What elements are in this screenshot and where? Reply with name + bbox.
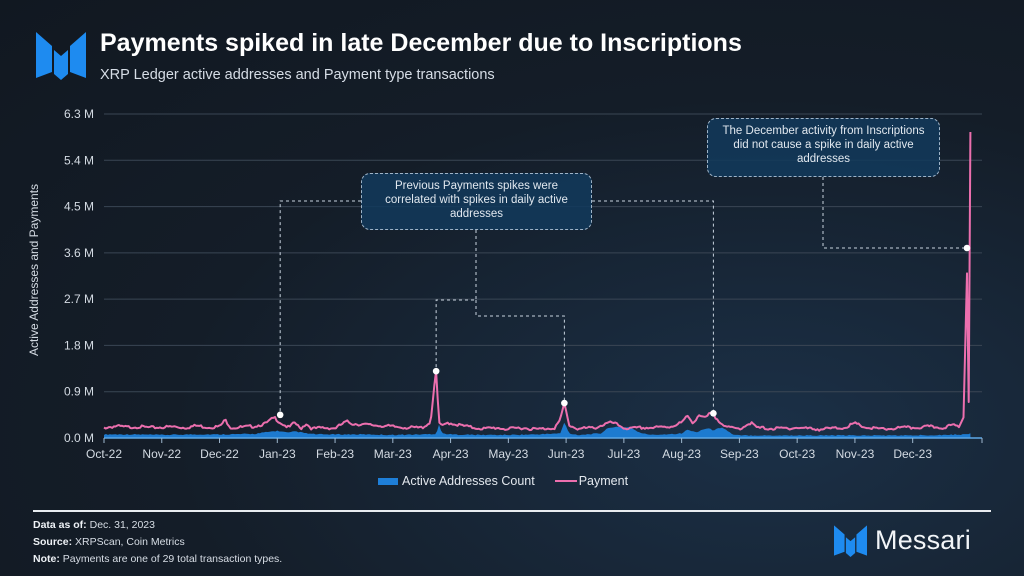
highlight-point — [710, 410, 717, 417]
x-tick-label: Apr-23 — [433, 447, 469, 461]
gridlines — [104, 113, 982, 393]
y-tick-label: 5.4 M — [64, 153, 94, 167]
x-tick-label: Nov-23 — [836, 447, 875, 461]
x-tick-label: Jul-23 — [608, 447, 641, 461]
x-tick-label: Feb-23 — [316, 447, 354, 461]
chart-title: Payments spiked in late December due to … — [100, 29, 742, 57]
highlight-point — [963, 244, 971, 252]
chart-area: 0.0 M 0.9 M 1.8 M 2.7 M 3.6 M 4.5 M 5.4 M 6.3 M… — [27, 107, 983, 461]
legend-label-payment: Payment — [578, 474, 629, 488]
y-tick-label: 4.5 M — [64, 200, 94, 214]
messari-logo-icon — [36, 32, 86, 80]
x-tick-label: Dec-22 — [200, 447, 239, 461]
x-tick-label: Sep-23 — [720, 447, 759, 461]
footer-notes: Data as of: Dec. 31, 2023 Source: XRPSca… — [33, 517, 282, 568]
y-tick-label: 1.8 M — [64, 338, 94, 352]
x-tick-label: May-23 — [488, 447, 528, 461]
x-axis-ticks: Oct-22 Nov-22 Dec-22 Jan-23 Feb-23 Mar-23 Apr-… — [86, 438, 983, 461]
highlight-point — [432, 367, 440, 375]
x-tick-label: Oct-23 — [779, 447, 815, 461]
x-tick-label: Jun-23 — [548, 447, 585, 461]
messari-brand-logo-icon — [834, 525, 867, 557]
x-tick-label: Oct-22 — [86, 447, 122, 461]
brand-mark: Messari — [834, 524, 971, 557]
connector-jun — [475, 300, 565, 404]
x-tick-label: Dec-23 — [893, 447, 932, 461]
y-tick-label: 0.9 M — [64, 385, 94, 399]
legend-label-active-addresses: Active Addresses Count — [402, 474, 535, 488]
footer-data-as-of: Data as of: Dec. 31, 2023 — [33, 519, 155, 531]
legend-swatch-payment — [554, 480, 577, 482]
footer-note: Note: Payments are one of 29 total trans… — [33, 553, 283, 565]
y-axis-ticks: 0.0 M 0.9 M 1.8 M 2.7 M 3.6 M 4.5 M 5.4 M 6.3 M — [64, 107, 94, 445]
legend-swatch-active-addresses — [378, 477, 398, 485]
x-tick-label: Aug-23 — [662, 447, 701, 461]
x-tick-label: Jan-23 — [259, 447, 296, 461]
annotation-previous-spikes: Previous Payments spikes were correlated… — [361, 173, 592, 230]
connector-aug — [592, 200, 714, 414]
x-tick-label: Mar-23 — [374, 447, 412, 461]
annotation-connectors — [279, 177, 967, 415]
payment-line — [103, 131, 972, 432]
y-tick-label: 2.7 M — [64, 292, 94, 306]
footer-divider — [33, 510, 991, 512]
connector-dec — [822, 177, 967, 249]
connector-mar — [435, 230, 477, 372]
y-axis-title: Active Addresses and Payments — [27, 184, 41, 356]
active-addresses-area — [104, 422, 971, 438]
chart-legend: Active Addresses Count Payment — [378, 474, 628, 488]
highlight-point — [276, 411, 284, 419]
y-tick-label: 3.6 M — [64, 246, 94, 260]
highlight-point — [561, 399, 568, 407]
y-tick-label: 6.3 M — [64, 107, 94, 121]
highlight-points — [276, 244, 971, 419]
brand-name: Messari — [875, 525, 971, 555]
connector-jan — [279, 200, 361, 415]
x-tick-label: Nov-22 — [142, 447, 181, 461]
y-tick-label: 0.0 M — [64, 431, 94, 445]
annotation-december-inscriptions: The December activity from Inscriptions … — [707, 118, 940, 177]
chart-subtitle: XRP Ledger active addresses and Payment … — [100, 67, 495, 83]
footer-source: Source: XRPScan, Coin Metrics — [33, 536, 185, 548]
